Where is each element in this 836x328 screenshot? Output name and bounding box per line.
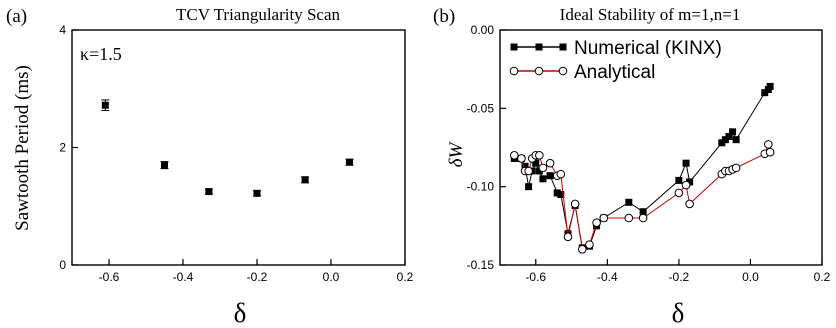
panel-a-xlabel: δ bbox=[234, 298, 247, 328]
panel-a-label: (a) bbox=[6, 6, 27, 27]
x-tick-label: -0.2 bbox=[669, 270, 690, 284]
data-point bbox=[682, 159, 690, 167]
data-point bbox=[731, 163, 741, 173]
x-tick-label: -0.6 bbox=[99, 270, 120, 284]
panel-a-ticks: -0.6 -0.4 -0.2 0.0 0.2 0 2 4 bbox=[59, 23, 413, 284]
panel-b-label: (b) bbox=[433, 6, 455, 27]
series-1 bbox=[101, 99, 354, 197]
data-point bbox=[766, 82, 774, 90]
y-tick-label: 0 bbox=[59, 258, 66, 272]
data-point bbox=[556, 169, 566, 179]
data-point bbox=[761, 89, 769, 97]
data-point bbox=[685, 199, 694, 209]
panel-b-ticks: -0.6 -0.4 -0.2 0.0 0.2 0.00 -0.05 -0.10 -0.15 bbox=[467, 23, 831, 284]
x-tick-label: -0.6 bbox=[525, 270, 546, 284]
data-point bbox=[721, 136, 729, 144]
data-point bbox=[570, 199, 580, 209]
panel-b: (b) Ideal Stability of m=1,n=1 δW δ -0.6… bbox=[433, 5, 831, 328]
data-point bbox=[681, 180, 691, 190]
data-point bbox=[525, 183, 533, 191]
data-point bbox=[639, 208, 647, 216]
data-point bbox=[599, 213, 609, 223]
panel-a-annotation: κ=1.5 bbox=[80, 44, 122, 64]
y-tick-label: -0.05 bbox=[467, 101, 495, 115]
legend-marker bbox=[534, 66, 544, 76]
x-tick-label: 0.2 bbox=[397, 270, 414, 284]
data-point bbox=[517, 154, 526, 163]
data-point bbox=[638, 213, 648, 223]
x-tick-label: 0.2 bbox=[814, 270, 831, 284]
data-point bbox=[764, 140, 773, 149]
legend-label: Numerical (KINX) bbox=[574, 38, 722, 59]
data-point bbox=[585, 240, 594, 249]
panel-b-legend: Numerical (KINX) Analytical bbox=[509, 38, 722, 83]
x-tick-label: -0.4 bbox=[173, 270, 194, 284]
data-point bbox=[725, 133, 733, 141]
data-point bbox=[538, 163, 548, 173]
legend-item: Analytical bbox=[509, 62, 655, 83]
panel-a-title: TCV Triangularity Scan bbox=[176, 5, 341, 24]
data-point bbox=[577, 245, 587, 254]
y-tick-label: -0.10 bbox=[467, 180, 495, 194]
x-tick-label: 0.0 bbox=[742, 270, 759, 284]
data-point bbox=[535, 151, 544, 160]
panel-a-frame bbox=[71, 29, 406, 266]
data-point bbox=[686, 178, 694, 186]
x-tick-label: -0.4 bbox=[597, 270, 618, 284]
panel-b-frame bbox=[499, 29, 823, 266]
data-point bbox=[205, 188, 213, 196]
data-point bbox=[535, 167, 543, 175]
y-tick-label: -0.15 bbox=[467, 258, 495, 272]
panel-a-axes bbox=[71, 29, 406, 266]
data-point bbox=[557, 191, 565, 198]
legend-marker bbox=[509, 66, 519, 76]
panel-a: (a) TCV Triangularity Scan κ=1.5 Sawtoot… bbox=[6, 5, 414, 328]
data-point bbox=[732, 136, 740, 144]
panel-b-title: Ideal Stability of m=1,n=1 bbox=[560, 5, 741, 24]
legend-marker bbox=[510, 43, 518, 51]
data-point bbox=[101, 101, 109, 109]
data-point bbox=[521, 162, 529, 170]
x-tick-label: 0.0 bbox=[323, 270, 340, 284]
panel-b-xlabel: δ bbox=[672, 298, 685, 328]
data-point bbox=[301, 176, 309, 184]
data-point bbox=[729, 128, 737, 136]
data-point bbox=[563, 232, 573, 242]
legend-label: Analytical bbox=[574, 62, 655, 83]
panel-a-marks bbox=[101, 99, 354, 197]
data-point bbox=[532, 159, 540, 167]
data-point bbox=[253, 189, 261, 197]
x-tick-label: -0.2 bbox=[247, 270, 268, 284]
data-point bbox=[675, 176, 683, 184]
legend-marker bbox=[535, 43, 543, 51]
data-point bbox=[161, 161, 168, 169]
panel-b-ylabel: δW bbox=[446, 141, 467, 168]
data-point bbox=[718, 139, 726, 147]
data-point bbox=[765, 147, 775, 157]
series-2 bbox=[510, 140, 775, 254]
data-point bbox=[539, 175, 547, 183]
legend-marker bbox=[558, 66, 568, 76]
panel-b-axes bbox=[499, 29, 823, 266]
legend-marker bbox=[559, 43, 567, 51]
data-point bbox=[592, 218, 601, 227]
data-point bbox=[510, 151, 519, 160]
data-point bbox=[674, 188, 684, 198]
panel-a-ylabel: Sawtooth Period (ms) bbox=[12, 65, 33, 231]
legend-item: Numerical (KINX) bbox=[510, 38, 722, 59]
data-point bbox=[625, 198, 633, 206]
data-point bbox=[346, 158, 353, 166]
panel-b-marks bbox=[510, 82, 775, 254]
y-tick-label: 2 bbox=[59, 141, 66, 155]
y-tick-label: 0.00 bbox=[471, 23, 495, 37]
data-point bbox=[524, 166, 533, 176]
data-point bbox=[553, 189, 561, 197]
data-point bbox=[545, 158, 555, 168]
data-point bbox=[546, 172, 554, 180]
y-tick-label: 4 bbox=[59, 23, 66, 37]
data-point bbox=[624, 213, 634, 223]
